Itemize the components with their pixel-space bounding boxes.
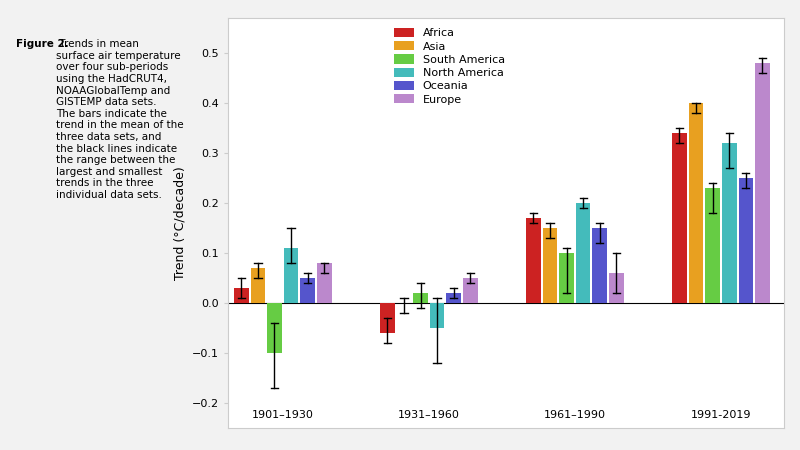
Text: 1991-2019: 1991-2019 [690, 410, 751, 420]
Bar [317, 263, 331, 303]
Bar [722, 143, 737, 303]
Bar [284, 248, 298, 303]
Y-axis label: Trend (°C/decade): Trend (°C/decade) [174, 166, 186, 279]
Bar [267, 303, 282, 353]
Legend: Africa, Asia, South America, North America, Oceania, Europe: Africa, Asia, South America, North Ameri… [390, 23, 509, 109]
Bar [706, 188, 720, 303]
Bar [430, 303, 445, 328]
Bar [542, 228, 558, 303]
Bar [380, 303, 394, 333]
Bar [300, 278, 315, 303]
Bar [609, 273, 624, 303]
Bar [755, 63, 770, 303]
Text: 1931–1960: 1931–1960 [398, 410, 460, 420]
Bar [672, 133, 686, 303]
Text: Figure 2.: Figure 2. [16, 39, 69, 49]
Text: Trends in mean
surface air temperature
over four sub-periods
using the HadCRUT4,: Trends in mean surface air temperature o… [56, 39, 183, 200]
Bar [559, 253, 574, 303]
Bar [234, 288, 249, 303]
Text: 1961–1990: 1961–1990 [544, 410, 606, 420]
Text: 1901–1930: 1901–1930 [252, 410, 314, 420]
Bar [593, 228, 607, 303]
Bar [446, 292, 461, 303]
Bar [738, 178, 753, 303]
Bar [414, 292, 428, 303]
Bar [250, 268, 265, 303]
Bar [463, 278, 478, 303]
Bar [576, 203, 590, 303]
Bar [689, 103, 703, 303]
Bar [526, 218, 541, 303]
